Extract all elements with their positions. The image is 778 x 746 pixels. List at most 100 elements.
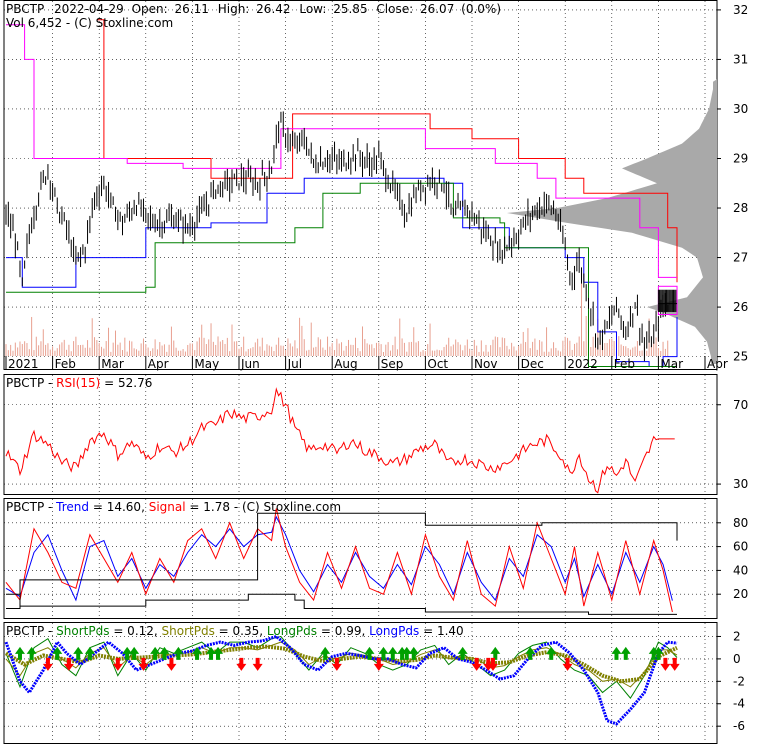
rsi-label-ticker: PBCTP - — [6, 376, 56, 390]
price-overlay-line — [96, 19, 678, 283]
pds-up-arrow — [213, 646, 224, 660]
trend-y-tick-label: 80 — [733, 516, 748, 530]
volume-profile-area — [507, 79, 717, 365]
trend-y-tick-label: 20 — [733, 587, 748, 601]
pds-up-arrow — [206, 646, 217, 660]
price-y-tick-label: 31 — [733, 52, 748, 66]
pds-down-arrow — [373, 657, 384, 671]
price-overlay-line — [6, 177, 678, 367]
pds-longpds-line — [4, 644, 678, 684]
pds-down-arrow — [487, 657, 498, 671]
pds-label: PBCTP - ShortPds = 0.12, ShortPds = 0.35… — [6, 624, 464, 638]
pds-up-arrow — [648, 646, 659, 660]
volume-bars — [5, 271, 669, 356]
price-x-ticks: 2021 Feb Mar Apr May Jun Jul Aug Sep Oct Nov Dec 202… — [5, 356, 728, 371]
trend-grid — [4, 499, 717, 618]
price-y-tick-label: 29 — [733, 151, 748, 165]
trend-label: PBCTP - Trend = 14.60, Signal = 1.78 - (… — [6, 500, 341, 514]
rsi-line — [5, 387, 675, 494]
pds-label-shortpds-a: ShortPds — [56, 624, 109, 638]
header-close-label: Close: — [376, 2, 413, 16]
pds-y-tick-label: -2 — [733, 674, 745, 688]
trend-series — [5, 508, 678, 615]
pds-label-shortpds-b-value: = 0.35, — [219, 624, 267, 638]
trend-label-signal-value: = 1.78 — [189, 500, 230, 514]
header-date: 2022-04-29 — [54, 2, 124, 16]
pds-label-ticker: PBCTP - — [6, 624, 56, 638]
trend-trend-line — [5, 515, 673, 602]
header-low-label: Low: — [299, 2, 326, 16]
price-x-tick-label: 2021 — [8, 357, 39, 371]
price-x-tick-label: Apr — [148, 357, 169, 371]
pds-up-arrow — [150, 646, 161, 660]
price-x-tick-label: Mar — [101, 357, 124, 371]
price-x-tick-label: Jul — [287, 357, 302, 371]
price-header: PBCTP 2022-04-29 Open: 26.11 High: 26.42… — [6, 2, 501, 16]
pds-label-shortpds-a-value: = 0.12, — [113, 624, 161, 638]
price-x-tick-label: Feb — [614, 357, 635, 371]
pds-longpds-line — [4, 634, 678, 726]
pds-up-arrow — [129, 646, 140, 660]
rsi-series — [5, 387, 675, 494]
trend-y-ticks: 20 40 60 80 — [717, 516, 748, 601]
pds-down-arrow — [63, 657, 74, 671]
pds-up-arrow — [84, 646, 95, 660]
header-close: 26.07 — [420, 2, 454, 16]
pds-up-arrow — [611, 646, 622, 660]
pds-up-arrow — [320, 646, 331, 660]
pds-up-arrow — [378, 646, 389, 660]
price-x-tick-label: Nov — [474, 357, 497, 371]
price-x-tick-label: May — [194, 357, 219, 371]
trend-signal-line — [5, 508, 673, 613]
price-x-tick-label: Dec — [521, 357, 544, 371]
price-y-ticks: 25 26 27 28 29 30 31 32 — [717, 3, 748, 364]
pds-up-arrow — [122, 646, 133, 660]
pds-y-ticks: 2 0 -2 -4 -6 — [717, 629, 745, 733]
price-y-tick-label: 26 — [733, 300, 748, 314]
header-ticker: PBCTP — [6, 2, 44, 16]
pds-down-arrow — [166, 657, 177, 671]
price-overlay-line — [6, 24, 677, 278]
pds-label-longpds-b-value: = 1.40 — [423, 624, 464, 638]
price-x-tick-label: 2022 — [567, 357, 598, 371]
pds-up-arrow — [73, 646, 84, 660]
pds-down-arrow — [252, 657, 263, 671]
pds-down-arrow — [483, 657, 494, 671]
pds-arrows — [14, 646, 680, 671]
pds-down-arrow — [562, 657, 573, 671]
pds-up-arrow — [387, 646, 398, 660]
trend-label-trend-value: = 14.60, — [93, 500, 149, 514]
price-x-tick-label: Jun — [240, 357, 260, 371]
price-last-box — [657, 285, 678, 316]
pds-y-tick-label: 0 — [733, 652, 741, 666]
pds-up-arrow — [159, 646, 170, 660]
pds-up-arrow — [620, 646, 631, 660]
rsi-label-indicator: RSI(15) — [56, 376, 100, 390]
header-open-label: Open: — [132, 2, 168, 16]
pds-y-tick-label: -6 — [733, 719, 745, 733]
header-low: 25.85 — [333, 2, 367, 16]
rsi-y-tick-label: 30 — [733, 477, 748, 491]
pds-panel-frame — [3, 622, 718, 744]
pds-label-shortpds-b: ShortPds — [162, 624, 215, 638]
rsi-y-tick-label: 70 — [733, 398, 748, 412]
pds-down-arrow — [112, 657, 123, 671]
header-change: (0.0%) — [461, 2, 501, 16]
pds-up-arrow — [173, 646, 184, 660]
pds-up-arrow — [192, 646, 203, 660]
pds-y-tick-label: 2 — [733, 629, 741, 643]
rsi-panel-frame — [3, 374, 718, 495]
rsi-y-ticks: 30 70 — [717, 398, 748, 491]
trend-band-line — [6, 512, 678, 609]
pds-down-arrow — [331, 657, 342, 671]
trend-label-credit: - (C) Stoxline.com — [234, 500, 341, 514]
trend-label-trend: Trend — [55, 500, 89, 514]
pds-up-arrow — [401, 646, 412, 660]
price-overlays — [6, 19, 678, 367]
pds-down-arrow — [669, 657, 680, 671]
pds-up-arrow — [525, 646, 536, 660]
pds-down-arrow — [471, 657, 482, 671]
pds-up-arrow — [490, 646, 501, 660]
price-y-tick-label: 32 — [733, 3, 748, 17]
